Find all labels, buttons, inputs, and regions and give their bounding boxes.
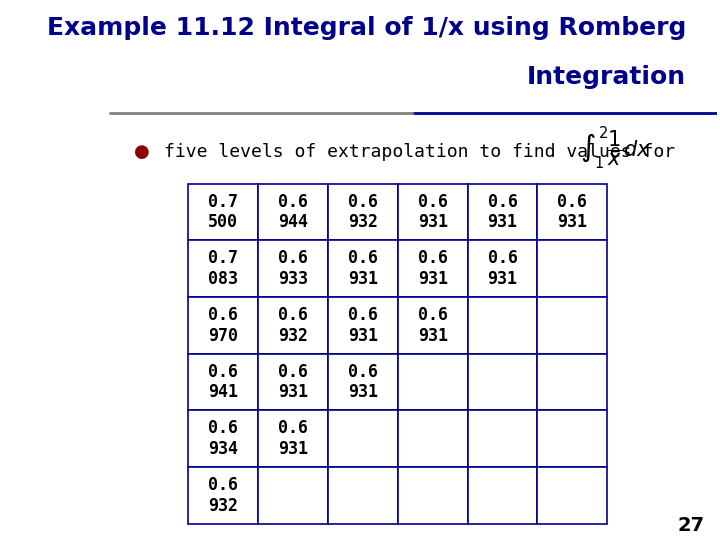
Text: 0.7
500: 0.7 500 (208, 193, 238, 231)
Bar (188, 467, 258, 524)
Bar (328, 240, 397, 297)
Bar (328, 410, 397, 467)
Bar (397, 354, 467, 410)
Bar (397, 297, 467, 354)
Bar (258, 467, 328, 524)
Text: 0.6
933: 0.6 933 (278, 249, 308, 288)
Text: 0.6
931: 0.6 931 (418, 193, 448, 231)
Bar (467, 467, 537, 524)
Bar (328, 467, 397, 524)
Bar (258, 184, 328, 240)
Text: 0.6
932: 0.6 932 (208, 476, 238, 515)
Text: 0.6
941: 0.6 941 (208, 363, 238, 401)
Text: Example 11.12 Integral of 1/x using Romberg: Example 11.12 Integral of 1/x using Romb… (47, 16, 686, 40)
Text: 0.6
931: 0.6 931 (487, 249, 518, 288)
Text: 0.6
931: 0.6 931 (348, 249, 378, 288)
Bar (328, 354, 397, 410)
Text: 0.6
934: 0.6 934 (208, 420, 238, 458)
Text: five levels of extrapolation to find values for: five levels of extrapolation to find val… (164, 143, 675, 161)
Text: 0.6
931: 0.6 931 (348, 363, 378, 401)
Text: 0.6
944: 0.6 944 (278, 193, 308, 231)
Bar (397, 184, 467, 240)
Text: 0.6
931: 0.6 931 (418, 306, 448, 345)
Bar (258, 297, 328, 354)
Text: 0.6
932: 0.6 932 (348, 193, 378, 231)
Bar (397, 467, 467, 524)
Text: $\int_{1}^{2}\dfrac{1}{x}dx$: $\int_{1}^{2}\dfrac{1}{x}dx$ (580, 124, 651, 171)
Bar (188, 297, 258, 354)
Text: 0.6
931: 0.6 931 (348, 306, 378, 345)
Bar (467, 297, 537, 354)
Bar (397, 240, 467, 297)
Bar (188, 184, 258, 240)
Text: 0.6
931: 0.6 931 (418, 249, 448, 288)
Bar (537, 184, 608, 240)
Text: 0.6
931: 0.6 931 (487, 193, 518, 231)
Bar (537, 467, 608, 524)
Text: 0.6
931: 0.6 931 (278, 420, 308, 458)
Bar (467, 240, 537, 297)
Bar (537, 354, 608, 410)
Text: 0.7
083: 0.7 083 (208, 249, 238, 288)
Bar (188, 354, 258, 410)
Text: 0.6
932: 0.6 932 (278, 306, 308, 345)
Bar (188, 410, 258, 467)
Bar (467, 410, 537, 467)
Text: 0.6
970: 0.6 970 (208, 306, 238, 345)
Bar (258, 354, 328, 410)
Bar (328, 184, 397, 240)
Bar (467, 354, 537, 410)
Text: 0.6
931: 0.6 931 (557, 193, 588, 231)
Bar (188, 240, 258, 297)
Bar (537, 410, 608, 467)
Bar (328, 297, 397, 354)
Bar (258, 240, 328, 297)
Bar (537, 240, 608, 297)
Text: 27: 27 (678, 516, 704, 535)
Bar (537, 297, 608, 354)
Bar (258, 410, 328, 467)
Text: Integration: Integration (527, 65, 686, 89)
Bar (467, 184, 537, 240)
Text: ●: ● (134, 143, 149, 161)
Bar (397, 410, 467, 467)
Text: 0.6
931: 0.6 931 (278, 363, 308, 401)
